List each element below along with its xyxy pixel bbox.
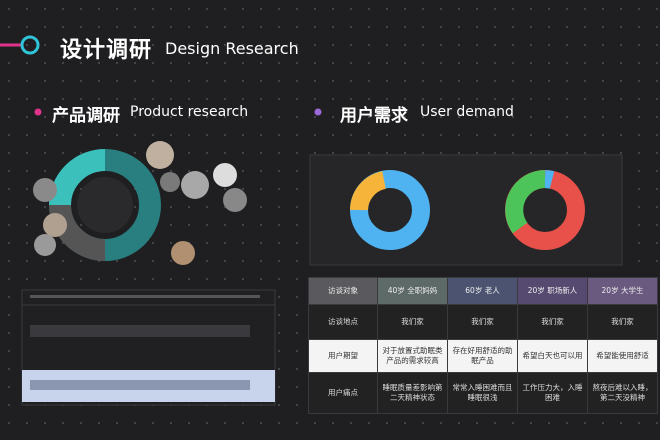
bullet xyxy=(314,108,322,116)
section-title: 产品调研 xyxy=(52,106,120,126)
table-cell: 希望白天也可以用 xyxy=(517,339,588,373)
demand-donuts xyxy=(309,154,623,266)
table-cell: 我们家 xyxy=(587,304,658,340)
table-cell: 希望能使用舒适 xyxy=(587,339,658,373)
table-cell: 40岁 全职妈妈 xyxy=(377,277,448,305)
table-cell: 我们家 xyxy=(517,304,588,340)
user-table: 访谈对象 40岁 全职妈妈 60岁 老人 20岁 职场新人 20岁 大学生 访谈地点 我们家… xyxy=(308,277,658,414)
table-cell: 工作压力大，入睡困难 xyxy=(517,372,588,414)
table-row: 访谈地点 我们家 我们家 我们家 我们家 xyxy=(308,304,658,340)
subtitle: Design Research xyxy=(165,39,299,58)
table-cell: 20岁 大学生 xyxy=(587,277,658,305)
table-row: 用户期望 对于放置式助眠类产品的需求较高 存在好用舒适的助眠产品 希望白天也可以用 希望… xyxy=(308,339,658,373)
table-cell: 常常入睡困难而且睡眠很浅 xyxy=(447,372,518,414)
table-cell: 我们家 xyxy=(447,304,518,340)
table-cell: 睡眠质量差影响第二天精神状态 xyxy=(377,372,448,414)
table-cell: 用户痛点 xyxy=(308,372,378,414)
table-row: 用户痛点 睡眠质量差影响第二天精神状态 常常入睡困难而且睡眠很浅 工作压力大，入睡困难… xyxy=(308,372,658,414)
table-cell: 访谈地点 xyxy=(308,304,378,340)
table-cell: 20岁 职场新人 xyxy=(517,277,588,305)
section-subtitle: Product research xyxy=(130,104,249,120)
section-subtitle: User demand xyxy=(420,104,514,120)
table-cell: 对于放置式助眠类产品的需求较高 xyxy=(377,339,448,373)
accent-ring xyxy=(20,35,40,55)
table-cell: 存在好用舒适的助眠产品 xyxy=(447,339,518,373)
bullet xyxy=(34,108,42,116)
table-cell: 访谈对象 xyxy=(308,277,378,305)
table-cell: 熬夜后难以入睡，第二天没精神 xyxy=(587,372,658,414)
table-row: 访谈对象 40岁 全职妈妈 60岁 老人 20岁 职场新人 20岁 大学生 xyxy=(308,277,658,305)
table-cell: 60岁 老人 xyxy=(447,277,518,305)
section-title: 用户需求 xyxy=(340,106,408,126)
table-cell: 我们家 xyxy=(377,304,448,340)
product-donut xyxy=(33,141,247,265)
product-table xyxy=(21,289,276,406)
table-cell: 用户期望 xyxy=(308,339,378,373)
title: 设计调研 xyxy=(60,38,153,63)
